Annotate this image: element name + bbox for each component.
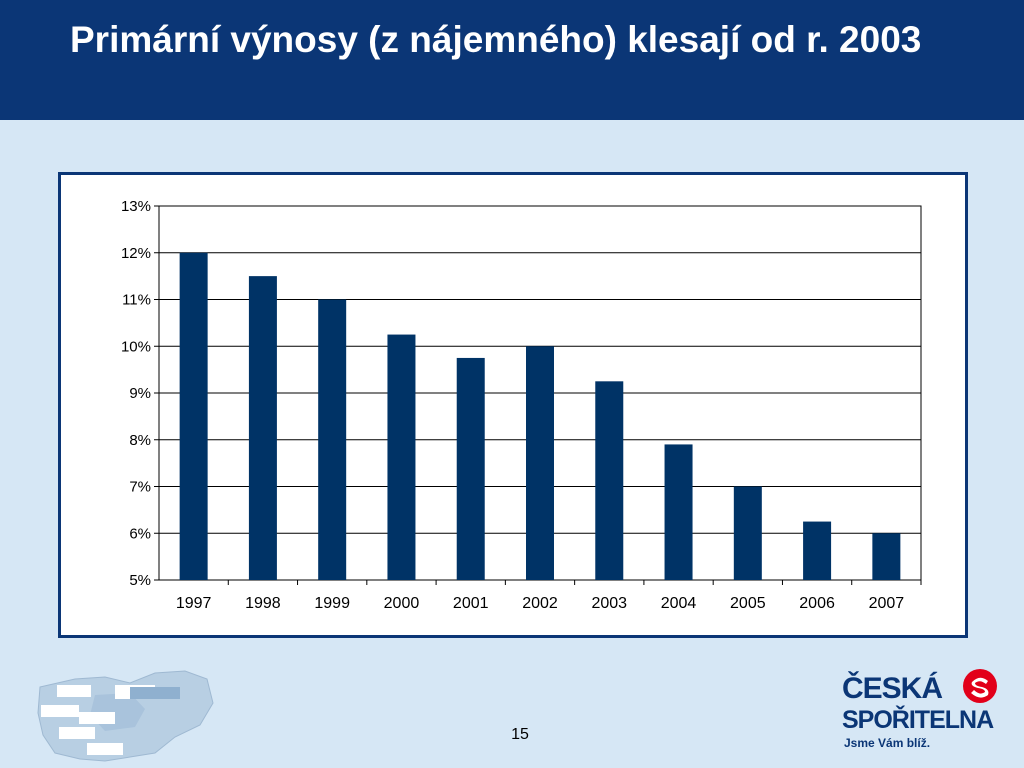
sporitelna-s-icon: [963, 669, 997, 703]
y-tick-label: 8%: [129, 432, 151, 449]
x-tick-label: 2005: [730, 595, 766, 612]
y-tick-label: 13%: [121, 198, 151, 215]
x-tick-label: 2003: [591, 595, 627, 612]
bar-2001: [456, 357, 485, 580]
x-tick-label: 2002: [522, 595, 558, 612]
x-tick-label: 2000: [384, 595, 420, 612]
bar-2002: [526, 346, 554, 580]
bar-1997: [179, 252, 208, 580]
bar-2000: [387, 334, 416, 580]
x-tick-label: 1999: [314, 595, 350, 612]
y-tick-label: 7%: [129, 479, 151, 496]
chart-frame: 5% 6% 7% 8% 9% 10% 11% 12% 13% 1997 1998 1999 2000 20…: [58, 172, 968, 638]
page-number: 15: [511, 726, 529, 743]
x-tick-label: 1997: [176, 595, 212, 612]
bar-chart: 5% 6% 7% 8% 9% 10% 11% 12% 13% 1997 1998 1999 2000 20…: [121, 198, 922, 612]
bar-2006: [803, 521, 832, 580]
x-tick-label: 2007: [869, 595, 905, 612]
y-tick-label: 9%: [129, 385, 151, 402]
bar-2005: [733, 486, 762, 580]
y-tick-label: 10%: [121, 338, 151, 355]
x-tick-label: 1998: [245, 595, 281, 612]
ceska-sporitelna-logo: ČESKÁ SPOŘITELNA Jsme Vám blíž.: [842, 666, 1012, 766]
bar-1998: [248, 276, 277, 580]
x-tick-label: 2004: [661, 595, 697, 612]
logo-slogan: Jsme Vám blíž.: [844, 736, 931, 750]
x-tick-label: 2006: [799, 595, 835, 612]
y-tick-label: 11%: [122, 292, 151, 309]
bar-2007: [872, 533, 901, 580]
slide-title: Primární výnosy (z nájemného) klesají od…: [70, 19, 922, 60]
logo-line1: ČESKÁ: [842, 672, 943, 705]
slide-header: [0, 0, 1024, 120]
bar-1999: [318, 299, 347, 580]
logo-line2: SPOŘITELNA: [842, 706, 994, 734]
y-tick-label: 6%: [129, 525, 151, 542]
bar-2004: [664, 444, 693, 580]
erste-group-map-logo: [37, 670, 214, 762]
x-tick-label: 2001: [453, 595, 489, 612]
bar-2003: [595, 381, 624, 580]
y-tick-label: 5%: [129, 572, 151, 589]
y-tick-label: 12%: [121, 245, 151, 262]
